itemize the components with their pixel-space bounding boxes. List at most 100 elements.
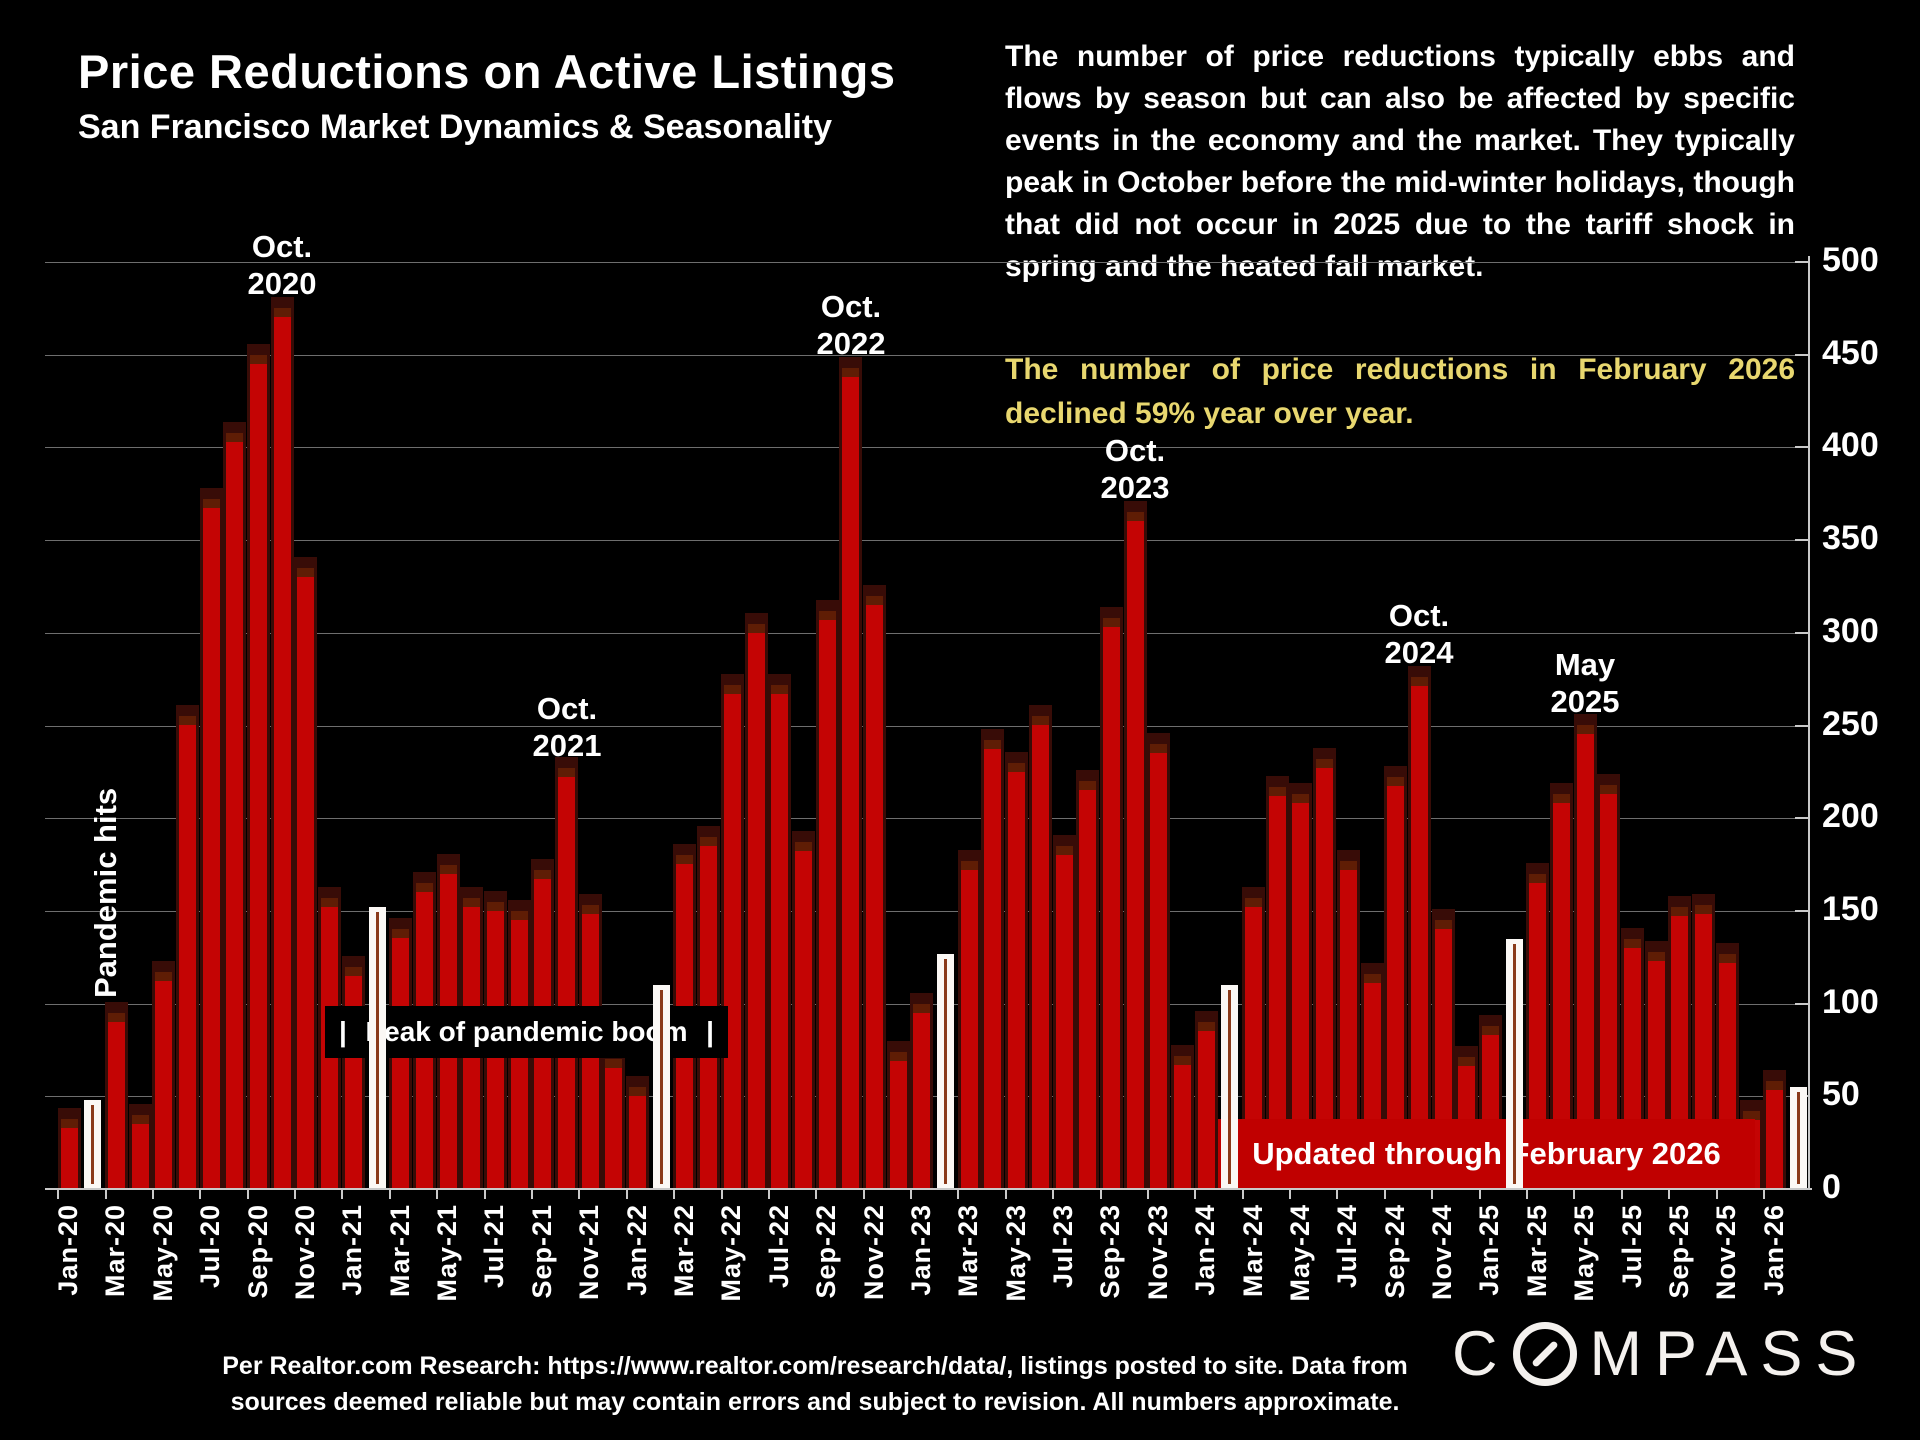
bar bbox=[1410, 677, 1428, 1189]
y-axis-label: 400 bbox=[1822, 426, 1879, 465]
bar bbox=[1031, 716, 1049, 1189]
y-axis-tick bbox=[1795, 261, 1809, 263]
highlight-bar-inner-line bbox=[91, 1105, 95, 1184]
annotation-oct-2023: Oct. 2023 bbox=[1100, 433, 1170, 505]
bar bbox=[1008, 763, 1026, 1189]
bar bbox=[818, 611, 836, 1189]
x-axis-label: Nov-25 bbox=[1711, 1204, 1742, 1301]
bar bbox=[1150, 744, 1168, 1189]
x-axis-label: Jul-23 bbox=[1048, 1204, 1078, 1289]
bar bbox=[771, 685, 789, 1189]
bar bbox=[155, 972, 173, 1189]
x-axis-label: Jan-21 bbox=[337, 1204, 368, 1296]
bar bbox=[297, 568, 315, 1189]
highlight-bar bbox=[1221, 985, 1239, 1189]
x-axis-tick bbox=[578, 1190, 581, 1199]
bar bbox=[747, 624, 765, 1189]
highlight-bar-inner-line bbox=[1512, 944, 1516, 1184]
x-axis-label: Jan-25 bbox=[1474, 1204, 1505, 1296]
x-axis-tick bbox=[483, 1190, 486, 1199]
x-axis-label: Jan-23 bbox=[905, 1204, 936, 1296]
y-axis-label: 250 bbox=[1822, 704, 1879, 743]
y-axis-line bbox=[1808, 256, 1810, 1190]
x-axis-label: Sep-21 bbox=[526, 1204, 557, 1299]
annotation-pandemic-hits: Pandemic hits bbox=[88, 787, 123, 998]
x-axis-label: Sep-24 bbox=[1379, 1204, 1410, 1299]
compass-logo-mpass: MPASS bbox=[1589, 1319, 1871, 1389]
bar bbox=[107, 1013, 125, 1189]
compass-slashed-o-icon bbox=[1512, 1322, 1577, 1386]
gridline bbox=[45, 540, 1808, 542]
x-axis-tick bbox=[1052, 1190, 1055, 1199]
x-axis-tick bbox=[1241, 1190, 1244, 1199]
x-axis-tick bbox=[815, 1190, 818, 1199]
bar bbox=[889, 1052, 907, 1189]
bar bbox=[226, 433, 244, 1189]
bar bbox=[1055, 846, 1073, 1189]
y-axis-tick bbox=[1795, 1002, 1809, 1005]
highlight-paragraph: The number of price reductions in Februa… bbox=[1005, 353, 1795, 430]
peak-banner-pipe-left: | bbox=[339, 1016, 347, 1047]
bar bbox=[131, 1115, 149, 1189]
gridline bbox=[45, 262, 1808, 263]
bar bbox=[794, 842, 812, 1189]
x-axis-tick bbox=[862, 1190, 865, 1199]
x-axis-label: Jul-21 bbox=[479, 1204, 510, 1289]
gridline bbox=[45, 354, 1808, 356]
highlight-bar-inner-line bbox=[659, 990, 663, 1184]
bar bbox=[392, 929, 410, 1189]
x-axis-tick bbox=[388, 1190, 391, 1199]
highlight-bar bbox=[652, 985, 670, 1189]
x-axis-tick bbox=[1383, 1190, 1386, 1199]
x-axis-tick bbox=[720, 1190, 723, 1199]
x-axis-label: Nov-23 bbox=[1142, 1204, 1173, 1301]
intro-paragraph: The number of price reductions typically… bbox=[1005, 40, 1795, 283]
bar bbox=[1576, 725, 1594, 1189]
page-subtitle: San Francisco Market Dynamics & Seasonal… bbox=[78, 108, 832, 146]
y-axis-tick bbox=[1795, 353, 1809, 356]
x-axis-tick bbox=[1715, 1190, 1718, 1199]
x-axis-tick bbox=[1573, 1190, 1576, 1199]
x-axis-label: Jul-25 bbox=[1616, 1204, 1647, 1289]
bar bbox=[1553, 794, 1570, 1189]
bar bbox=[1695, 905, 1713, 1189]
x-axis-label: Mar-20 bbox=[100, 1204, 131, 1298]
x-axis-tick bbox=[246, 1190, 249, 1199]
bar bbox=[1292, 794, 1310, 1189]
bar bbox=[723, 685, 741, 1189]
x-axis-line bbox=[45, 1188, 1812, 1190]
updated-through-banner: Updated through February 2026 bbox=[1218, 1119, 1755, 1189]
bar bbox=[250, 355, 267, 1189]
highlight-bar bbox=[937, 954, 954, 1189]
y-axis-tick bbox=[1795, 446, 1809, 449]
x-axis-label: Nov-24 bbox=[1427, 1204, 1457, 1301]
peak-banner-label: Peak of pandemic boom bbox=[365, 1016, 688, 1047]
y-axis-label: 0 bbox=[1822, 1168, 1841, 1206]
y-axis-label: 450 bbox=[1822, 333, 1879, 372]
bar bbox=[1173, 1056, 1191, 1189]
annotation-may-2025: May 2025 bbox=[1550, 647, 1620, 719]
x-axis-tick bbox=[199, 1190, 202, 1199]
bar bbox=[60, 1119, 78, 1189]
x-axis-tick bbox=[1431, 1190, 1434, 1199]
bar bbox=[1387, 777, 1405, 1189]
x-axis-label: Sep-23 bbox=[1095, 1204, 1126, 1299]
y-axis-tick bbox=[1795, 631, 1809, 634]
y-axis-label: 150 bbox=[1822, 889, 1879, 928]
x-axis-label: Jul-22 bbox=[763, 1204, 794, 1289]
y-axis-tick bbox=[1795, 909, 1809, 912]
highlight-bar bbox=[1789, 1087, 1807, 1189]
x-axis-tick bbox=[151, 1190, 154, 1199]
x-axis-label: Jan-26 bbox=[1758, 1204, 1789, 1296]
highlight-bar bbox=[84, 1100, 102, 1189]
bar bbox=[605, 1059, 623, 1189]
x-axis-label: Mar-22 bbox=[668, 1204, 699, 1298]
bar bbox=[866, 596, 883, 1189]
bar bbox=[1339, 861, 1357, 1189]
x-axis-tick bbox=[1099, 1190, 1102, 1199]
y-axis-tick bbox=[1795, 539, 1809, 542]
x-axis-tick bbox=[1478, 1190, 1481, 1199]
x-axis-label: Jul-24 bbox=[1332, 1204, 1363, 1289]
x-axis-tick bbox=[1668, 1190, 1671, 1199]
highlight-bar-inner-line bbox=[375, 912, 379, 1184]
